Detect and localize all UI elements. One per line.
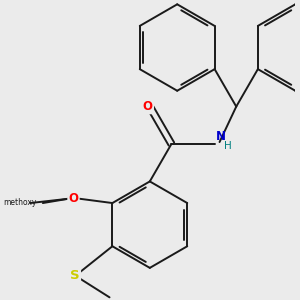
Text: S: S (70, 269, 80, 282)
Text: O: O (143, 100, 153, 113)
Text: H: H (224, 141, 232, 151)
Text: methoxy: methoxy (4, 198, 37, 207)
Text: N: N (216, 130, 226, 143)
Text: O: O (68, 192, 79, 205)
